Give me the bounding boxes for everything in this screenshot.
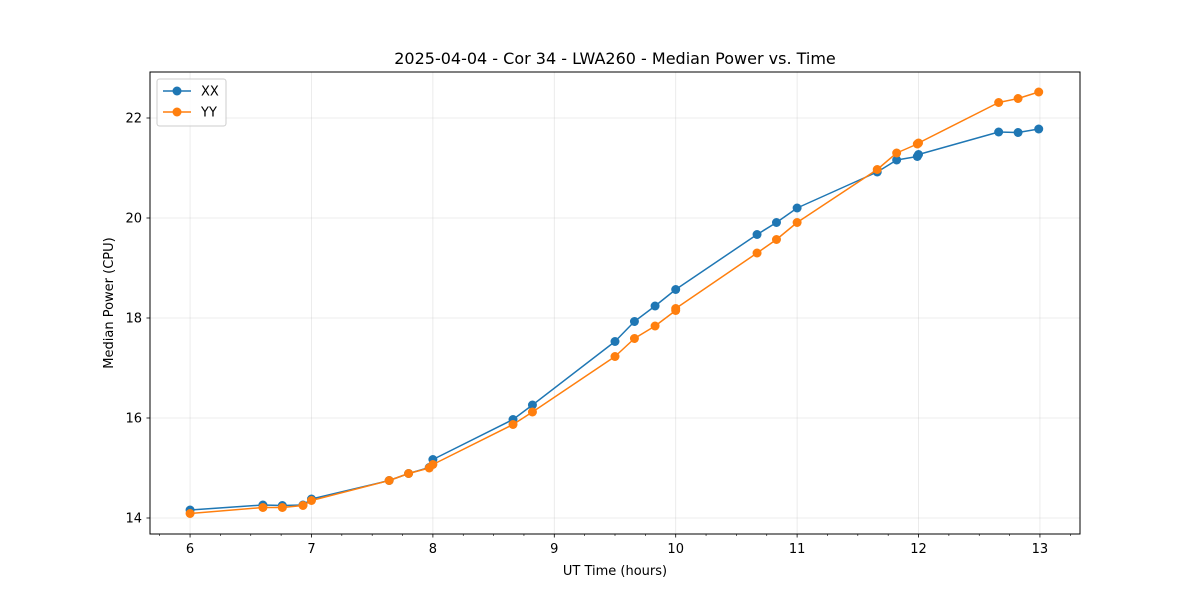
series-yy [185,87,1044,518]
data-point-xx [610,337,620,346]
y-axis-label: Median Power (CPU) [102,237,117,368]
legend: XX YY [156,78,227,127]
data-point-yy [671,304,681,313]
x-tick-label: 7 [307,542,315,557]
y-tick-label: 20 [125,212,142,227]
chart-title: 2025-04-04 - Cor 34 - LWA260 - Median Po… [394,49,836,68]
data-point-yy [277,503,287,512]
legend-marker [172,86,182,96]
x-tick-label: 9 [550,542,558,557]
data-point-xx [1034,124,1044,134]
data-point-yy [892,148,902,158]
data-point-xx [994,127,1004,137]
data-point-yy [404,469,414,478]
y-tick-label: 22 [125,112,142,127]
data-point-yy [508,420,518,429]
data-point-yy [298,501,308,510]
x-tick-label: 6 [186,542,194,557]
y-tick-label: 18 [125,312,142,327]
data-point-yy [1034,87,1044,97]
data-point-xx [650,301,660,311]
data-point-yy [1013,94,1023,103]
data-point-yy [771,235,781,244]
data-point-yy [650,321,660,331]
data-point-yy [428,460,438,469]
legend-label: YY [200,106,217,121]
series-group [185,87,1044,518]
data-point-xx [771,218,781,227]
y-tick-label: 14 [125,512,142,527]
data-point-yy [610,352,620,361]
data-point-yy [792,218,802,227]
data-point-yy [306,496,316,505]
data-point-xx [527,400,537,410]
x-tick-label: 13 [1032,542,1049,557]
grid [150,72,1080,534]
legend-label: XX [201,85,219,100]
data-point-yy [258,503,268,512]
data-point-yy [629,334,639,343]
data-point-xx [629,317,639,326]
legend-item-yy: YY [163,106,217,121]
data-point-xx [892,155,902,165]
x-axis-label: UT Time (hours) [563,564,667,579]
data-point-xx [752,230,762,239]
data-point-yy [872,165,882,174]
x-tick-label: 12 [910,542,927,557]
data-point-yy [185,509,195,518]
data-point-yy [384,476,394,485]
axes: 6 7 8 9 10 11 12 13 14 16 18 20 22 [125,112,1071,557]
legend-item-xx: XX [163,85,219,100]
data-point-xx [671,285,681,294]
data-point-yy [527,407,537,417]
data-point-yy [994,98,1004,107]
data-point-yy [914,138,924,148]
x-tick-label: 8 [429,542,437,557]
data-point-xx [914,150,924,159]
y-tick-label: 16 [125,412,142,427]
x-tick-label: 10 [667,542,684,557]
x-tick-label: 11 [789,542,806,557]
legend-marker [172,107,182,117]
data-point-xx [792,203,802,213]
data-point-yy [752,248,762,258]
data-point-xx [1013,128,1023,137]
